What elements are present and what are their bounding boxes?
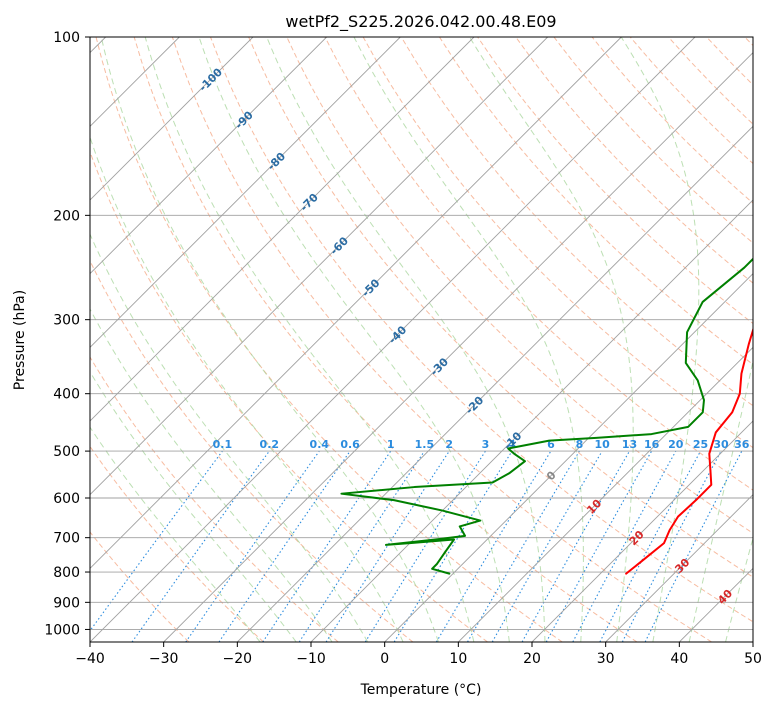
mixing-ratio-label: 0.2: [260, 438, 280, 451]
mixing-ratio-label: 13: [622, 438, 637, 451]
x-tick-label: 20: [523, 651, 541, 667]
x-tick-label: −40: [75, 651, 105, 667]
mixing-ratio-label: 36: [734, 438, 750, 451]
x-tick-label: 40: [670, 651, 688, 667]
mixing-ratio-label: 0.4: [310, 438, 330, 451]
x-tick-label: 50: [744, 651, 762, 667]
y-tick-label: 100: [53, 30, 80, 46]
mixing-ratio-label: 25: [693, 438, 708, 451]
y-tick-label: 200: [53, 208, 80, 224]
x-tick-label: 30: [597, 651, 615, 667]
mixing-ratio-label: 20: [668, 438, 684, 451]
y-tick-label: 1000: [44, 622, 80, 638]
mixing-ratio-label: 2: [445, 438, 453, 451]
y-tick-label: 300: [53, 313, 80, 329]
mixing-ratio-label: 1: [387, 438, 395, 451]
mixing-ratio-label: 8: [576, 438, 584, 451]
x-tick-label: 10: [449, 651, 467, 667]
y-tick-label: 400: [53, 387, 80, 403]
mixing-ratio-label: 0.1: [213, 438, 233, 451]
mixing-ratio-label: 16: [644, 438, 660, 451]
mixing-ratio-label: 3: [482, 438, 490, 451]
mixing-ratio-label: 0.6: [340, 438, 360, 451]
x-tick-label: −20: [223, 651, 253, 667]
y-tick-label: 500: [53, 444, 80, 460]
chart-title: wetPf2_S225.2026.042.00.48.E09: [285, 12, 556, 32]
x-tick-label: −30: [149, 651, 179, 667]
x-axis-label: Temperature (°C): [360, 682, 482, 698]
y-tick-label: 600: [53, 491, 80, 507]
mixing-ratio-label: 10: [594, 438, 610, 451]
mixing-ratio-label: 1.5: [415, 438, 435, 451]
x-tick-label: 0: [380, 651, 389, 667]
mixing-ratio-label: 30: [713, 438, 729, 451]
x-tick-label: −10: [296, 651, 326, 667]
y-axis-label: Pressure (hPa): [12, 290, 28, 390]
y-tick-label: 700: [53, 531, 80, 547]
y-tick-label: 900: [53, 595, 80, 611]
y-tick-label: 800: [53, 565, 80, 581]
